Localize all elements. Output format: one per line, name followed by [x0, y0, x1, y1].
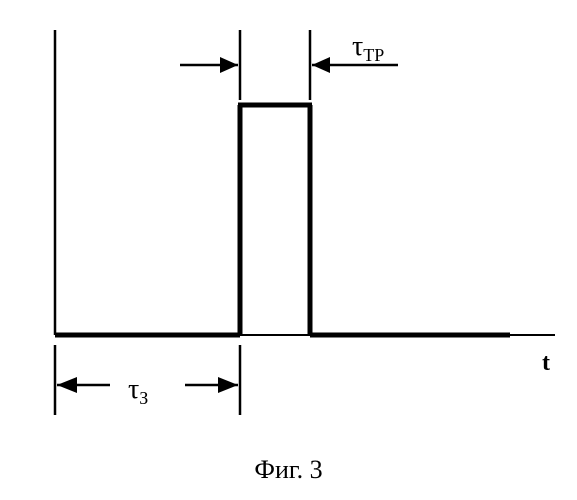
dim-tp-arrowhead-left [220, 57, 238, 73]
figure-caption: Фиг. 3 [0, 455, 577, 485]
axis-label-t: t [542, 350, 550, 376]
label-tau-tp-symbol: τ [352, 31, 363, 62]
dim-z-arrowhead-left [57, 377, 77, 393]
label-tau-tp-sub: TP [363, 45, 384, 65]
timing-diagram-figure: τTP τЗ t Фиг. 3 [0, 0, 577, 500]
label-tau-z-sub: З [139, 388, 148, 408]
label-tau-tp: τTP [352, 31, 384, 65]
dim-z-arrowhead-right [218, 377, 238, 393]
label-tau-z: τЗ [128, 374, 148, 408]
label-tau-z-symbol: τ [128, 374, 139, 405]
diagram-svg: τTP τЗ t [0, 0, 577, 500]
dim-tp-arrowhead-right [312, 57, 330, 73]
